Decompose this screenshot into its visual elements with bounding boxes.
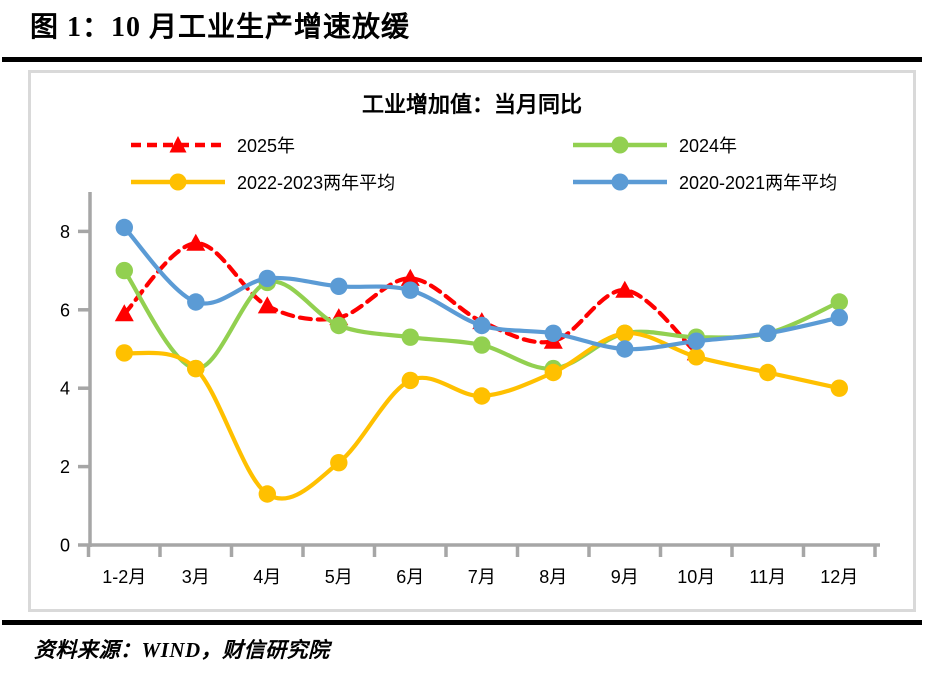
- x-tick-label: 11月: [749, 567, 786, 587]
- data-point-circle: [187, 359, 205, 378]
- legend-line-sample: [573, 136, 667, 154]
- legend-item-2020-2021-avg: 2020-2021两年平均: [570, 168, 837, 196]
- legend-line-sample: [131, 136, 225, 153]
- legend-label-2022-2023-avg: 2022-2023两年平均: [237, 173, 396, 193]
- legend-swatch-2022-2023-avg: [128, 169, 228, 195]
- data-point-circle: [401, 371, 419, 390]
- data-point-triangle: [615, 280, 635, 298]
- data-point-triangle: [186, 233, 206, 251]
- data-point-triangle: [114, 304, 134, 322]
- legend-marker: [169, 173, 187, 191]
- legend-label-2025: 2025年: [237, 136, 296, 156]
- footer-divider-rule: [2, 620, 922, 625]
- legend-swatch-2025: [128, 132, 228, 158]
- data-point-triangle: [400, 268, 420, 286]
- data-point-circle: [115, 218, 133, 237]
- data-point-circle: [616, 340, 634, 358]
- legend-label-2020-2021-avg: 2020-2021两年平均: [679, 173, 838, 193]
- chart-title: 工业增加值：当月同比: [361, 92, 582, 117]
- axes: [78, 192, 880, 557]
- legend-label-2024: 2024年: [679, 136, 738, 156]
- x-tick-label: 8月: [539, 567, 567, 587]
- data-point-circle: [473, 316, 491, 335]
- x-tick-label: 3月: [182, 567, 210, 587]
- x-tick-label: 1-2月: [102, 567, 146, 587]
- data-point-circle: [830, 379, 848, 397]
- data-point-circle: [330, 277, 348, 295]
- series-2022-2023两年平均: [115, 324, 848, 503]
- data-point-circle: [115, 261, 133, 280]
- data-point-circle: [401, 281, 419, 299]
- data-point-circle: [687, 332, 705, 350]
- series-line: [122, 268, 842, 371]
- data-point-circle: [473, 387, 491, 405]
- data-point-circle: [473, 336, 491, 354]
- series-2020-2021两年平均: [115, 218, 848, 358]
- y-tick-label: 0: [60, 536, 70, 556]
- legend-line-sample: [573, 173, 667, 191]
- data-point-circle: [544, 324, 562, 342]
- figure-title: 图 1：10 月工业生产增速放缓: [30, 12, 411, 43]
- data-point-triangle: [257, 296, 277, 314]
- x-tick-label: 12月: [820, 567, 858, 587]
- data-point-circle: [544, 363, 562, 382]
- data-point-circle: [258, 485, 276, 503]
- x-tick-label: 10月: [677, 567, 715, 587]
- legend-item-2022-2023-avg: 2022-2023两年平均: [128, 168, 395, 196]
- legend-item-2024: 2024年: [570, 131, 737, 159]
- title-divider-rule: [2, 57, 922, 62]
- x-tick-label: 4月: [253, 567, 281, 587]
- x-tick-label: 6月: [396, 567, 424, 587]
- legend-marker: [169, 136, 187, 153]
- data-point-circle: [830, 293, 848, 311]
- data-point-circle: [258, 269, 276, 288]
- data-point-circle: [759, 324, 777, 342]
- y-tick-label: 8: [60, 222, 70, 242]
- data-point-circle: [616, 324, 634, 342]
- data-point-circle: [759, 363, 777, 382]
- data-point-circle: [187, 293, 205, 311]
- legend-swatch-2020-2021-avg: [570, 169, 670, 195]
- source-line: 资料来源：WIND，财信研究院: [34, 638, 330, 662]
- data-point-circle: [330, 454, 348, 472]
- series-line: [122, 241, 699, 355]
- legend-marker: [611, 136, 629, 154]
- data-point-circle: [830, 308, 848, 327]
- data-point-circle: [687, 348, 705, 366]
- axis-labels: 0 2 4 6 8 1-2月 3月 4月 5月 6月 7月 8月 9月 10月 11月 12月: [60, 222, 858, 587]
- legend-marker: [611, 173, 629, 191]
- y-tick-label: 2: [60, 457, 70, 477]
- chart-panel: 工业增加值：当月同比 2025年 2024年 2022-2023两年平均 202…: [28, 70, 916, 612]
- x-tick-label: 9月: [611, 567, 639, 587]
- x-tick-label: 5月: [325, 567, 353, 587]
- series-line: [122, 331, 842, 501]
- data-point-circle: [401, 328, 419, 346]
- y-tick-label: 6: [60, 300, 70, 320]
- x-tick-label: 7月: [468, 567, 496, 587]
- legend-item-2025: 2025年: [128, 131, 295, 159]
- y-tick-label: 4: [60, 379, 70, 399]
- legend-swatch-2024: [570, 132, 670, 158]
- line-chart-plot: 0 2 4 6 8 1-2月 3月 4月 5月 6月 7月 8月 9月 10月 11月 12月: [60, 192, 880, 587]
- legend-line-sample: [131, 173, 225, 191]
- data-point-circle: [330, 316, 348, 335]
- data-point-circle: [115, 344, 133, 362]
